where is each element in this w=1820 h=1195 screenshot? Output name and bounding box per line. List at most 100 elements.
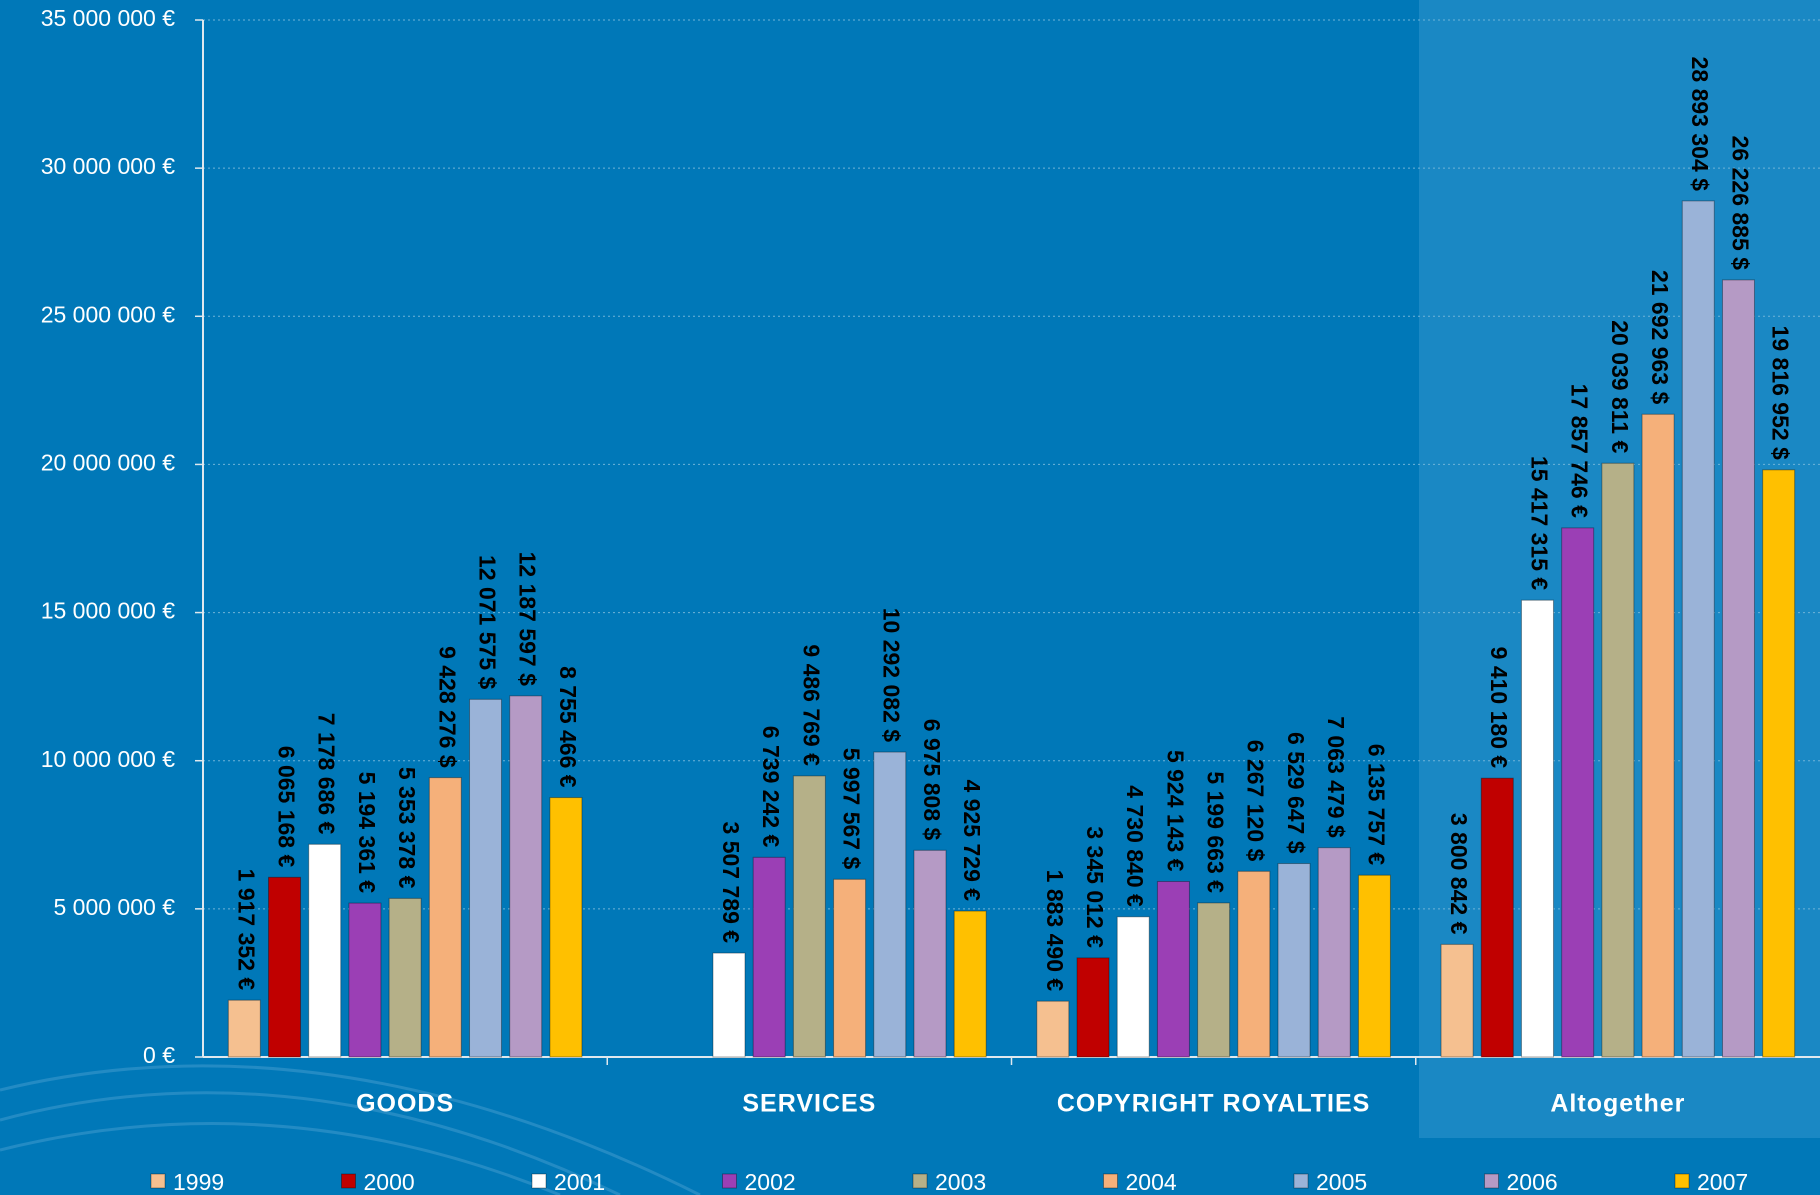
bar: [1721, 279, 1755, 1058]
value-label: 5 194 361 €: [354, 772, 380, 894]
y-tick-label: 25 000 000 €: [41, 301, 176, 327]
value-label: 5 997 567 $: [838, 748, 864, 870]
legend-swatch: [150, 1173, 166, 1189]
bar: [712, 952, 746, 1058]
legend-swatch: [1674, 1173, 1690, 1189]
bar: [1480, 777, 1514, 1058]
bar: [1317, 847, 1351, 1058]
value-label: 28 893 304 $: [1687, 57, 1713, 192]
value-label: 8 755 466 €: [555, 666, 581, 788]
value-label: 15 417 315 €: [1526, 456, 1552, 591]
value-label: 3 345 012 €: [1082, 826, 1108, 948]
bar: [1561, 527, 1595, 1058]
bar: [1601, 462, 1635, 1058]
bar: [913, 849, 947, 1058]
bar: [1116, 916, 1150, 1058]
bar: [428, 777, 462, 1058]
bar: [549, 797, 583, 1058]
bar: [227, 999, 261, 1058]
y-tick-label: 0 €: [143, 1042, 175, 1068]
value-label: 6 529 647 $: [1283, 732, 1309, 854]
legend-label: 1999: [173, 1169, 224, 1195]
value-label: 12 071 575 $: [474, 555, 500, 690]
value-label: 6 267 120 $: [1243, 740, 1269, 862]
bar: [348, 902, 382, 1058]
value-label: 6 135 757 €: [1363, 744, 1389, 866]
bar: [1681, 200, 1715, 1058]
bar: [509, 695, 543, 1058]
legend-swatch: [1293, 1173, 1309, 1189]
value-label: 7 178 686 €: [314, 713, 340, 835]
value-label: 26 226 885 $: [1727, 136, 1753, 271]
legend-label: 2003: [935, 1169, 986, 1195]
legend-swatch: [1484, 1173, 1499, 1189]
y-tick-label: 35 000 000 €: [41, 5, 176, 31]
legend-swatch: [912, 1173, 928, 1189]
legend-swatch: [722, 1173, 737, 1189]
y-tick-label: 20 000 000 €: [41, 450, 176, 476]
legend-label: 2001: [554, 1169, 605, 1195]
value-label: 3 507 789 €: [718, 822, 744, 944]
value-label: 9 410 180 €: [1486, 647, 1512, 769]
bar: [469, 698, 503, 1058]
bar: [873, 751, 907, 1058]
bar: [1036, 1000, 1070, 1058]
legend-swatch: [531, 1173, 547, 1189]
value-label: 1 883 490 €: [1042, 870, 1068, 992]
value-label: 5 924 143 €: [1162, 750, 1188, 872]
bar: [792, 775, 826, 1058]
value-label: 4 925 729 €: [959, 780, 985, 902]
value-label: 6 065 168 €: [273, 746, 299, 868]
value-label: 5 353 378 €: [394, 767, 420, 889]
value-label: 10 292 082 $: [879, 608, 905, 743]
bar: [953, 910, 987, 1058]
bar: [1762, 469, 1796, 1058]
legend-label: 2006: [1507, 1169, 1558, 1195]
bar: [1076, 957, 1110, 1058]
value-label: 12 187 597 $: [515, 552, 541, 687]
value-label: 5 199 663 €: [1203, 771, 1229, 893]
value-label: 1 917 352 €: [233, 869, 259, 991]
bar: [388, 897, 422, 1058]
x-tick-label: Altogether: [1550, 1090, 1685, 1118]
legend-label: 2002: [745, 1169, 796, 1195]
y-tick-label: 5 000 000 €: [53, 894, 175, 920]
x-tick-label: COPYRIGHT ROYALTIES: [1057, 1090, 1370, 1118]
decoration: [0, 1064, 701, 1195]
legend-label: 2004: [1126, 1169, 1177, 1195]
value-label: 3 800 842 €: [1446, 813, 1472, 935]
bar: [1520, 599, 1554, 1058]
bar: [1641, 413, 1675, 1058]
bar: [268, 876, 302, 1058]
value-label: 17 857 746 €: [1567, 384, 1593, 519]
bar: [308, 843, 342, 1058]
value-label: 9 486 769 €: [798, 644, 824, 766]
legend-label: 2007: [1697, 1169, 1748, 1195]
bar: [833, 878, 867, 1058]
y-tick-label: 10 000 000 €: [41, 746, 176, 772]
y-tick-label: 30 000 000 €: [41, 153, 176, 179]
bar: [1237, 870, 1271, 1058]
bar: [1156, 880, 1190, 1058]
legend-swatch: [1103, 1173, 1118, 1189]
value-label: 4 730 840 €: [1122, 785, 1148, 907]
x-tick-label: SERVICES: [742, 1090, 876, 1118]
y-tick-label: 15 000 000 €: [41, 598, 176, 624]
x-tick-label: GOODS: [356, 1090, 454, 1118]
bar: [752, 856, 786, 1058]
value-label: 6 739 242 €: [758, 726, 784, 848]
legend-label: 2005: [1316, 1169, 1367, 1195]
legend-label: 2000: [364, 1169, 415, 1195]
bar: [1277, 863, 1311, 1058]
value-label: 7 063 479 $: [1323, 716, 1349, 838]
bar: [1440, 943, 1474, 1058]
value-label: 20 039 811 €: [1607, 320, 1633, 453]
value-label: 21 692 963 $: [1647, 270, 1673, 405]
value-label: 19 816 952 $: [1768, 326, 1794, 461]
bar: [1197, 902, 1231, 1058]
bar: [1357, 874, 1391, 1058]
value-label: 9 428 276 $: [434, 646, 460, 768]
value-label: 6 975 808 $: [919, 719, 945, 841]
